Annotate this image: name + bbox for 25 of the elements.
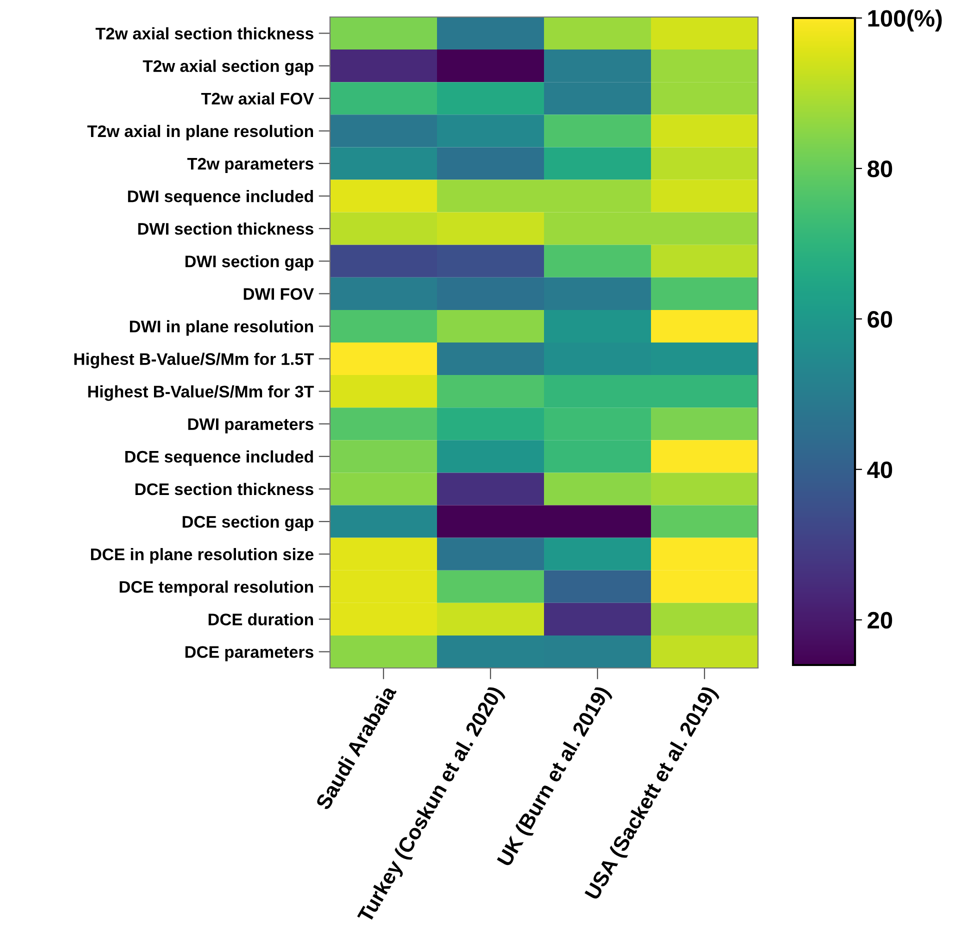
y-tick-label: DCE temporal resolution — [120, 580, 314, 596]
y-tick-label: DWI parameters — [188, 418, 314, 434]
y-tick-label: T2w axial section gap — [142, 60, 314, 76]
y-tick-label: DCE section thickness — [135, 482, 314, 496]
y-tick-label: DCE sequence included — [125, 450, 313, 466]
y-tick-label: DCE section gap — [182, 515, 314, 532]
color-bar-label: 80 — [868, 160, 892, 178]
y-tick-label: Highest B-Value/S/Mm for 1.5T — [74, 352, 314, 368]
y-tick-label: DWI section gap — [186, 255, 314, 271]
y-tick-label: T2w axial section thickness — [96, 27, 314, 40]
y-tick-label: DWI section thickness — [138, 222, 314, 235]
color-bar-label: 20 — [868, 612, 892, 629]
y-tick-label: T2w axial FOV — [201, 92, 314, 105]
y-tick-label: DWI sequence included — [128, 190, 313, 206]
y-tick-label: DWI in plane resolution — [130, 320, 314, 336]
y-tick-label: DCE parameters — [185, 646, 314, 662]
y-tick-label: Highest B-Value/S/Mm for 3T — [88, 385, 314, 401]
color-bar-label: 40 — [867, 461, 892, 478]
y-tick-label: DWI FOV — [244, 288, 314, 300]
y-tick-label: DCE duration — [208, 613, 313, 626]
y-tick-label: T2w parameters — [187, 158, 314, 173]
y-tick-label: DCE in plane resolution size — [91, 548, 314, 564]
y-tick-label: T2w axial in plane resolution — [87, 124, 314, 140]
color-bar-label: 60 — [868, 311, 892, 328]
color-bar-label: 100(%) — [868, 9, 942, 32]
